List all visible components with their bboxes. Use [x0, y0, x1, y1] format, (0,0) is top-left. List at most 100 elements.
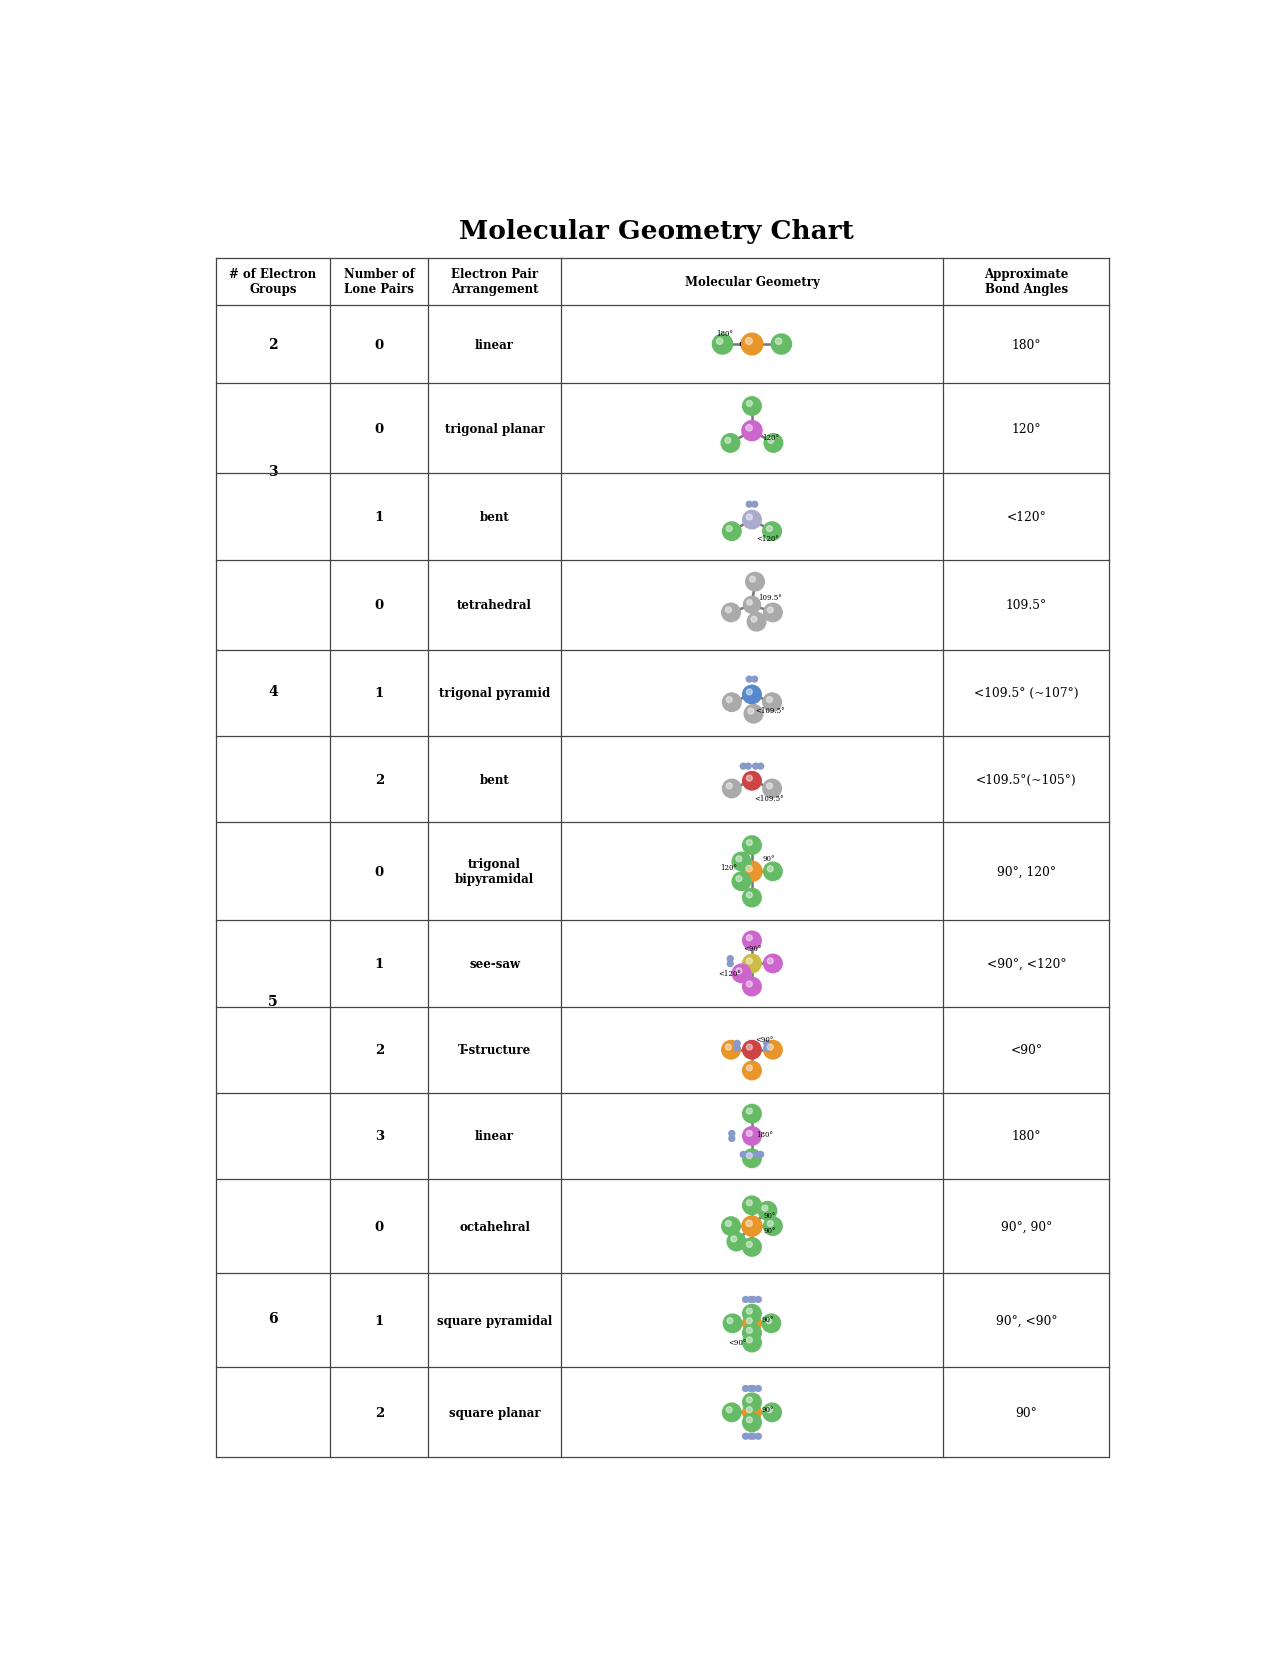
Text: 109.5°: 109.5°: [1006, 599, 1047, 612]
Circle shape: [722, 780, 741, 798]
Text: trigonal planar: trigonal planar: [444, 422, 544, 435]
Circle shape: [742, 1314, 762, 1332]
Circle shape: [764, 1041, 769, 1046]
Text: <90°: <90°: [755, 1036, 773, 1043]
Circle shape: [742, 955, 762, 973]
Circle shape: [726, 697, 732, 703]
Circle shape: [765, 1317, 772, 1324]
Text: # of Electron
Groups: # of Electron Groups: [229, 268, 316, 296]
Text: Number of
Lone Pairs: Number of Lone Pairs: [344, 268, 415, 296]
Circle shape: [742, 1385, 749, 1392]
Text: 90°: 90°: [763, 1226, 776, 1235]
Text: 1: 1: [375, 511, 384, 523]
Circle shape: [742, 1106, 762, 1124]
Text: 180°: 180°: [1011, 338, 1041, 351]
Text: 90°: 90°: [762, 1405, 774, 1413]
Circle shape: [727, 1317, 733, 1324]
Text: <120°: <120°: [756, 535, 780, 543]
Circle shape: [742, 1304, 762, 1322]
Circle shape: [722, 1216, 740, 1236]
Text: <120°: <120°: [1006, 511, 1046, 523]
Circle shape: [767, 607, 773, 614]
Text: <120°: <120°: [718, 970, 741, 978]
Circle shape: [740, 1152, 746, 1157]
Text: linear: linear: [475, 1130, 515, 1142]
Circle shape: [776, 339, 782, 346]
Circle shape: [746, 776, 753, 781]
Circle shape: [744, 597, 760, 614]
Text: 90°, 120°: 90°, 120°: [997, 866, 1056, 879]
Circle shape: [742, 862, 762, 882]
Circle shape: [755, 1433, 762, 1440]
Circle shape: [744, 705, 763, 723]
Text: 180°: 180°: [717, 329, 733, 338]
Text: 0: 0: [375, 866, 384, 879]
Text: 120°: 120°: [721, 864, 737, 872]
Text: 120°: 120°: [762, 434, 780, 442]
Circle shape: [726, 526, 732, 533]
Text: 90°: 90°: [1015, 1407, 1037, 1418]
Circle shape: [750, 576, 755, 583]
Circle shape: [746, 515, 753, 521]
Circle shape: [742, 1149, 762, 1168]
Circle shape: [727, 1233, 746, 1251]
Circle shape: [742, 397, 762, 415]
Circle shape: [764, 955, 782, 973]
Circle shape: [728, 1135, 735, 1142]
Circle shape: [745, 338, 753, 346]
Text: <109.5°(~105°): <109.5°(~105°): [975, 773, 1076, 786]
Text: <109.5°: <109.5°: [755, 707, 786, 715]
Circle shape: [735, 1046, 740, 1051]
Text: 2: 2: [375, 773, 384, 786]
Circle shape: [746, 401, 753, 407]
Circle shape: [742, 1433, 749, 1440]
Circle shape: [745, 1152, 751, 1157]
Circle shape: [751, 677, 758, 682]
Circle shape: [764, 604, 782, 622]
Circle shape: [742, 1061, 762, 1081]
Text: <109.5° (~107°): <109.5° (~107°): [974, 687, 1079, 700]
Circle shape: [764, 1216, 782, 1236]
Circle shape: [763, 523, 781, 541]
Circle shape: [727, 962, 733, 967]
Circle shape: [768, 439, 774, 444]
Circle shape: [742, 1413, 762, 1432]
Circle shape: [750, 1385, 756, 1392]
Circle shape: [742, 1127, 762, 1145]
Circle shape: [742, 1394, 762, 1412]
Circle shape: [746, 501, 753, 508]
Circle shape: [742, 1298, 749, 1302]
Text: <90°: <90°: [728, 1337, 746, 1346]
Circle shape: [748, 1433, 754, 1440]
Text: Approximate
Bond Angles: Approximate Bond Angles: [984, 268, 1069, 296]
Circle shape: [746, 1417, 753, 1423]
Circle shape: [742, 1216, 762, 1236]
Circle shape: [713, 334, 732, 354]
Circle shape: [748, 708, 754, 715]
Circle shape: [742, 685, 762, 705]
Text: trigonal
bipyramidal: trigonal bipyramidal: [454, 857, 534, 885]
Circle shape: [746, 1109, 753, 1114]
Circle shape: [758, 763, 764, 770]
Circle shape: [717, 339, 723, 346]
Circle shape: [753, 763, 759, 770]
Circle shape: [742, 978, 762, 996]
Text: square pyramidal: square pyramidal: [436, 1314, 552, 1327]
Text: 6: 6: [269, 1311, 278, 1326]
Text: bent: bent: [480, 773, 509, 786]
Circle shape: [722, 1403, 741, 1422]
Circle shape: [763, 693, 781, 712]
Circle shape: [722, 604, 740, 622]
Circle shape: [742, 1324, 762, 1342]
Circle shape: [767, 697, 772, 703]
Circle shape: [764, 862, 782, 880]
Text: 120°: 120°: [1011, 422, 1041, 435]
Circle shape: [767, 1407, 772, 1413]
Circle shape: [724, 439, 731, 444]
Circle shape: [758, 1202, 777, 1220]
Text: 3: 3: [269, 465, 278, 480]
Text: 2: 2: [375, 1407, 384, 1418]
Circle shape: [746, 1200, 753, 1206]
Circle shape: [745, 763, 751, 770]
Circle shape: [753, 1152, 759, 1157]
